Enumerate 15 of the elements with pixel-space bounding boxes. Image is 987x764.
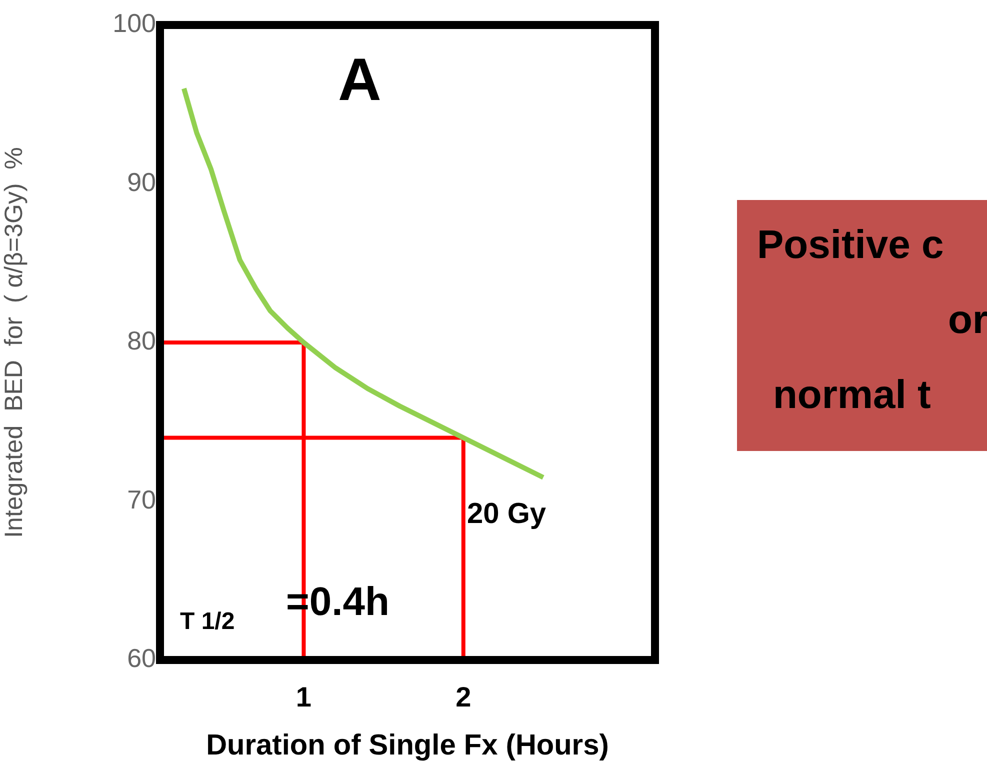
- y-tick-label: 80: [127, 326, 156, 356]
- text: Positive c: [757, 223, 944, 267]
- y-tick-label: 70: [127, 484, 156, 514]
- annotation: 20 Gy: [467, 498, 546, 530]
- annotation: T 1/2: [180, 608, 235, 635]
- y-tick-label: 100: [112, 8, 156, 38]
- annotation: A: [338, 46, 382, 113]
- text: or: [948, 298, 987, 342]
- x-tick-label: 2: [456, 682, 472, 713]
- x-tick-label: 1: [296, 682, 312, 713]
- text: normal t: [773, 373, 931, 417]
- y-tick-label: 60: [127, 643, 156, 674]
- y-axis-title: Integrated BED for ( α/β=3Gy) %: [0, 147, 28, 538]
- y-tick-label: 90: [127, 166, 156, 197]
- x-axis-title: Duration of Single Fx (Hours): [206, 730, 609, 762]
